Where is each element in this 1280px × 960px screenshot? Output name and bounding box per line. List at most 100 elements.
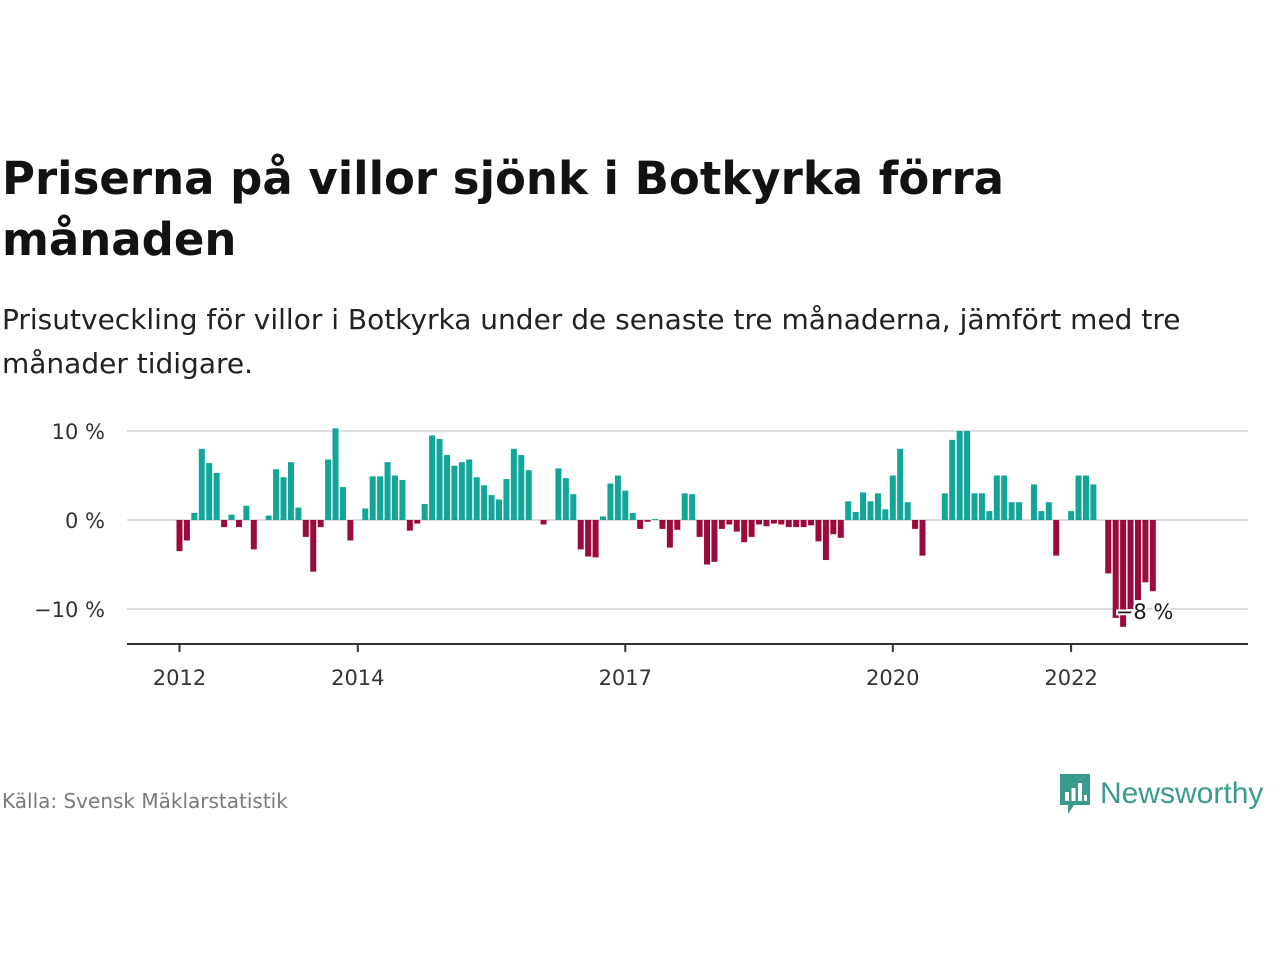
bar — [503, 479, 510, 520]
bar — [1075, 475, 1082, 520]
bar — [733, 520, 740, 532]
bar — [510, 448, 517, 520]
bar — [228, 514, 235, 520]
bar — [964, 431, 971, 520]
page-subtitle: Prisutveckling för villor i Botkyrka und… — [2, 303, 1181, 380]
bar — [666, 520, 673, 548]
bar — [570, 494, 577, 520]
bar — [429, 435, 436, 520]
bar — [681, 493, 688, 520]
bar — [689, 494, 696, 520]
x-tick-label: 2022 — [1044, 666, 1097, 690]
bar — [384, 462, 391, 520]
bar — [978, 493, 985, 520]
bar — [785, 520, 792, 528]
bar — [191, 512, 198, 520]
bar — [287, 462, 294, 520]
bar — [1001, 475, 1008, 520]
bar — [1090, 484, 1097, 520]
bar — [1030, 484, 1037, 520]
x-tick-label: 2014 — [331, 666, 384, 690]
bar — [295, 507, 302, 520]
x-tick-label: 2012 — [153, 666, 206, 690]
y-tick-label: −10 % — [34, 598, 105, 622]
bar — [1112, 520, 1119, 618]
bar — [1008, 502, 1015, 520]
bar — [1053, 520, 1060, 556]
bar — [391, 475, 398, 520]
bar — [332, 428, 339, 520]
bar — [1038, 511, 1045, 520]
bar — [421, 503, 428, 520]
bar — [607, 483, 614, 520]
bar — [659, 520, 666, 529]
bar — [882, 509, 889, 520]
bar — [919, 520, 926, 556]
bar — [696, 520, 703, 537]
x-axis-ticks: 2012 2014 2017 2020 2022 — [153, 644, 1098, 690]
bar — [369, 476, 376, 520]
bar — [562, 478, 569, 520]
bar — [488, 495, 495, 520]
bar — [711, 520, 718, 562]
bar — [339, 487, 346, 520]
bar — [830, 520, 837, 535]
bar — [585, 520, 592, 557]
bar — [414, 520, 421, 524]
bar — [176, 520, 183, 552]
x-tick-label: 2020 — [866, 666, 919, 690]
bar — [265, 515, 272, 520]
source-note: Källa: Svensk Mäklarstatistik — [2, 789, 288, 813]
bar — [1016, 502, 1023, 520]
bar — [726, 520, 733, 525]
bar — [860, 492, 867, 520]
bar — [1134, 520, 1141, 601]
bar — [317, 520, 324, 528]
bar — [652, 519, 659, 520]
bar — [243, 505, 250, 520]
bar — [629, 512, 636, 520]
bar — [614, 475, 621, 520]
bar — [451, 465, 458, 520]
bar — [377, 476, 384, 520]
bar — [540, 520, 547, 525]
bar — [495, 499, 502, 520]
bar — [837, 520, 844, 538]
bar — [310, 520, 317, 572]
bar — [577, 520, 584, 550]
bar — [941, 493, 948, 520]
bar — [406, 520, 413, 531]
bar — [1142, 520, 1149, 583]
bar — [889, 475, 896, 520]
bar — [874, 493, 881, 520]
bar — [1045, 502, 1052, 520]
end-value-label: −8 % — [1116, 600, 1174, 624]
bar — [993, 475, 1000, 520]
bar — [347, 520, 354, 541]
brand-name: Newsworthy — [1100, 777, 1264, 810]
bar — [458, 462, 465, 520]
bar — [525, 470, 532, 520]
bar — [1149, 520, 1156, 592]
bar — [956, 431, 963, 520]
bar — [302, 520, 309, 537]
bar — [622, 490, 629, 520]
bar — [644, 520, 651, 522]
page-title: Priserna på villor sjönk i Botkyrka förr… — [2, 152, 1005, 266]
bar — [325, 459, 332, 520]
bar — [637, 520, 644, 529]
bar — [399, 479, 406, 520]
y-axis-labels: 10 % 0 % −10 % — [34, 420, 105, 622]
bar — [213, 472, 220, 520]
bar — [1105, 520, 1112, 574]
bar — [1068, 511, 1075, 520]
newsworthy-logo-icon — [1060, 774, 1090, 814]
bar — [867, 501, 874, 520]
bar — [592, 520, 599, 558]
bar — [1082, 475, 1089, 520]
bar — [362, 508, 369, 520]
bar — [206, 463, 213, 520]
bar — [808, 520, 815, 526]
bar — [741, 520, 748, 543]
bar — [778, 520, 785, 525]
